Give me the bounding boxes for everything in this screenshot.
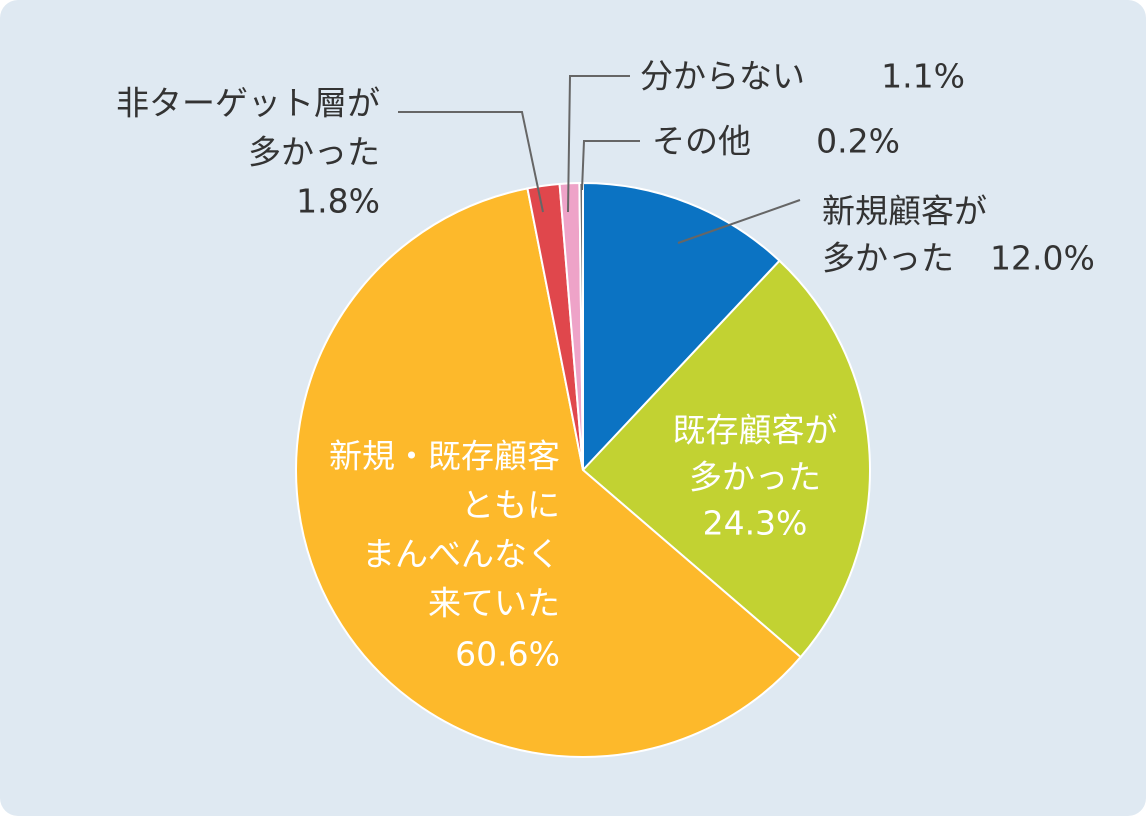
leader-line: [398, 111, 544, 213]
slice-label: 新規・既存顧客: [329, 437, 560, 476]
slice-label: ともに: [461, 486, 560, 525]
value-label: 0.2%: [816, 122, 900, 161]
value-label: 1.8%: [296, 182, 380, 221]
value-label: 1.1%: [881, 57, 965, 96]
slice-label: まんべんなく: [362, 535, 560, 574]
pie-slice: [582, 181, 781, 473]
slice-label: 分からない: [640, 57, 805, 96]
slice-label: 多かった: [822, 239, 954, 278]
slice-label: その他: [652, 122, 751, 161]
value-label: 60.6%: [455, 635, 560, 674]
leader-line: [567, 75, 630, 213]
slice-label: 非ターゲット層が: [116, 84, 380, 123]
leader-line: [677, 199, 801, 244]
pie-slice: [581, 259, 871, 659]
value-label: 24.3%: [703, 504, 808, 543]
pie-slice: [295, 187, 803, 758]
slice-label: 多かった: [248, 133, 380, 172]
leader-lines: [398, 75, 801, 244]
value-label: 12.0%: [990, 239, 1095, 278]
slice-label: 多かった: [689, 458, 821, 497]
slice-label: 来ていた: [428, 584, 560, 623]
slice-label: 新規顧客が: [822, 192, 987, 231]
leader-line: [581, 140, 640, 191]
slice-label: 既存顧客が: [673, 411, 838, 450]
